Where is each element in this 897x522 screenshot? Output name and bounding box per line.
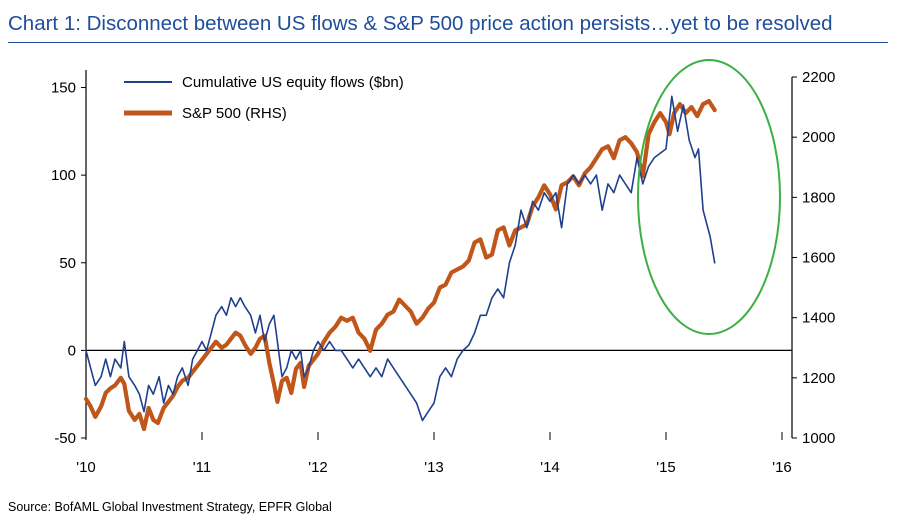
x-tick-label: '10 [76,459,96,476]
source-note: Source: BofAML Global Investment Strateg… [8,500,332,514]
series-lines-group [83,95,717,432]
chart-title: Chart 1: Disconnect between US flows & S… [8,12,833,35]
left-y-tick-label: 150 [51,80,76,97]
x-tick-label: '12 [308,459,328,476]
right-y-tick-label: 1400 [802,310,835,327]
right-y-tick-label: 1000 [802,430,835,447]
axes-group: -50 0 50 100 150 1000 1200 1400 1600 1800 2000 2200… [51,69,835,476]
x-tick-label: '11 [193,459,211,476]
legend-label-flows: Cumulative US equity flows ($bn) [182,74,404,91]
right-y-tick-label: 1200 [802,370,835,387]
left-y-tick-label: 100 [51,167,76,184]
x-tick-label: '15 [656,459,676,476]
series-line-sp500 [83,99,717,432]
title-divider [8,42,888,43]
series-line-flows [85,95,716,422]
legend: Cumulative US equity flows ($bn) S&P 500… [124,74,404,122]
left-y-tick-label: 50 [59,255,76,272]
left-y-tick-label: -50 [54,430,76,447]
right-y-tick-label: 1600 [802,250,835,267]
x-tick-label: '14 [540,459,560,476]
right-y-tick-label: 2000 [802,129,835,146]
divergence-highlight-ellipse [637,59,781,335]
right-y-tick-label: 1800 [802,189,835,206]
left-y-tick-label: 0 [68,342,76,359]
legend-label-sp500: S&P 500 (RHS) [182,105,287,122]
x-tick-label: '16 [772,459,792,476]
right-y-tick-label: 2200 [802,69,835,86]
x-tick-label: '13 [424,459,444,476]
